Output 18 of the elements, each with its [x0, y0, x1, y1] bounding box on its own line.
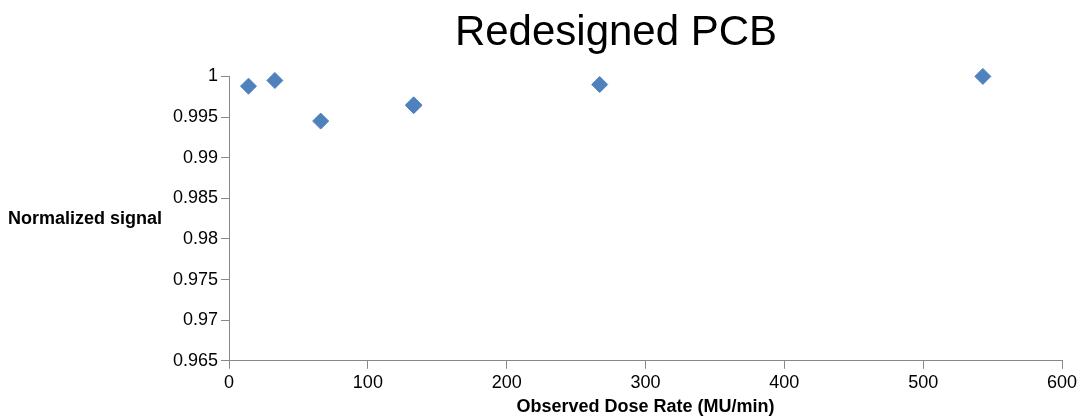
x-tick-label: 300	[630, 371, 661, 392]
y-tick-label: 0.97	[183, 309, 219, 330]
y-tick-label: 1	[208, 65, 219, 86]
chart-title: Redesigned PCB	[454, 6, 778, 54]
x-tick-label: 200	[491, 371, 522, 392]
y-tick-label: 0.98	[183, 227, 219, 248]
y-tick-label: 0.99	[183, 146, 219, 167]
y-tick-label: 0.985	[173, 187, 219, 208]
x-tick-label: 400	[769, 371, 800, 392]
y-tick-label: 0.965	[173, 349, 219, 370]
y-tick-label: 0.975	[173, 268, 219, 289]
y-tick-label: 0.995	[173, 106, 219, 126]
x-tick-label: 100	[352, 371, 383, 392]
x-axis-title: Observed Dose Rate (MU/min)	[516, 396, 775, 417]
x-tick-label: 500	[908, 371, 939, 392]
x-tick-label: 600	[1046, 371, 1078, 392]
y-axis-title: Normalized signal	[7, 207, 163, 228]
x-tick-label: 0	[224, 371, 235, 392]
